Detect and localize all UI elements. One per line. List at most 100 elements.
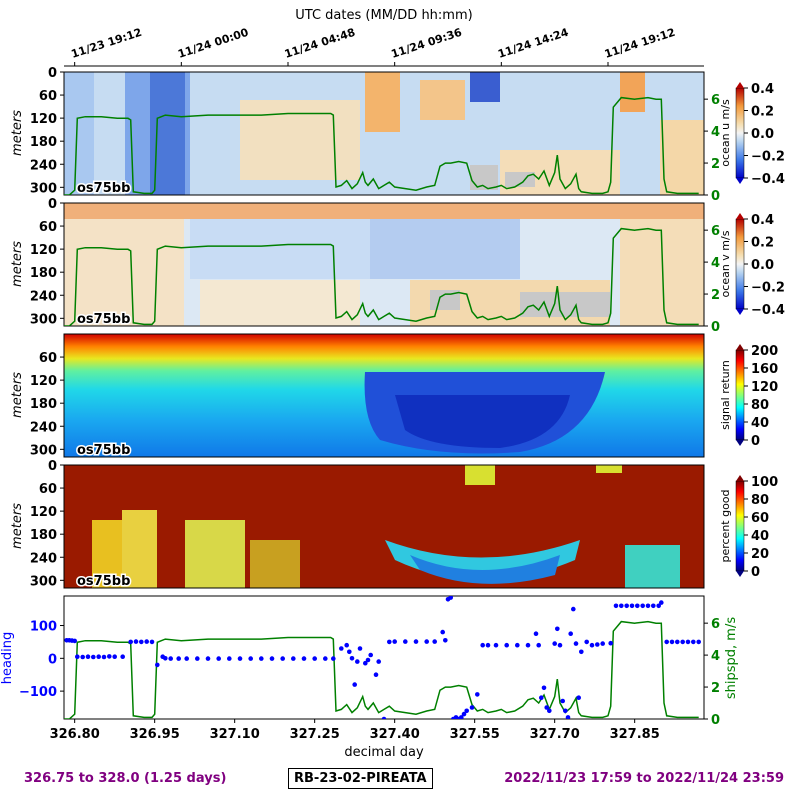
day-tick-label: 327.85	[610, 727, 660, 742]
ylabel-signal-return: meters	[10, 372, 25, 418]
colorbar-label-percent-good: percent good	[719, 489, 732, 562]
heading-point	[475, 692, 480, 697]
colorbar-tick-label: 100	[751, 475, 778, 490]
day-tick-label: 326.80	[50, 727, 100, 742]
heading-point	[144, 639, 149, 644]
heading-point	[373, 672, 379, 677]
depth-tick-label: 120	[30, 112, 57, 127]
depth-tick-label: 240	[30, 158, 57, 173]
top-tick-label: 11/23 19:12	[70, 26, 144, 61]
colorbar-ocean-v-max-arrow	[736, 213, 744, 219]
instrument-label-ocean-u: os75bb	[77, 181, 130, 196]
depth-tick-label: 120	[30, 505, 57, 520]
colorbar-ticks-percent-good: 100 80 60 40 20 0	[744, 475, 778, 580]
depth-tick-label: 180	[30, 266, 57, 281]
depth-tick-label: 0	[48, 66, 57, 81]
heading-point	[259, 656, 264, 661]
colorbar-tick-label: 20	[751, 547, 769, 562]
ylabel-ocean-v: meters	[10, 241, 25, 287]
heading-point	[363, 660, 368, 666]
colorbar-tick-label: 0.2	[751, 105, 774, 120]
top-date-axis: UTC dates (MM/DD hh:mm) 11/23 19:12 11/24…	[64, 8, 704, 67]
heading-tick-label: 0	[48, 652, 57, 667]
heading-points	[64, 596, 701, 719]
speed-tick-label: 4	[711, 125, 720, 140]
panel-signal-return: meters 60 120 180 240 300 os75bb 200 160 120 80…	[10, 333, 778, 460]
heading-point	[85, 654, 91, 659]
heading-point	[107, 654, 112, 659]
heading-point	[568, 631, 573, 636]
panel-heading-frame	[63, 595, 705, 720]
heading-point	[552, 641, 557, 646]
heading-point	[576, 695, 581, 700]
heading-point	[291, 656, 296, 661]
top-tick-label: 11/24 04:48	[283, 26, 357, 61]
heading-point	[539, 695, 544, 700]
colorbar-tick-label: 0.0	[751, 258, 774, 273]
heading-point	[112, 654, 117, 659]
depth-tick-label: 120	[30, 374, 57, 389]
depth-tick-label: 60	[39, 89, 57, 104]
colorbar-percent-good	[735, 480, 745, 572]
heading-point	[357, 646, 363, 651]
heading-point	[80, 654, 85, 660]
heading-point	[195, 656, 200, 661]
heading-point	[651, 603, 656, 609]
top-tick-label: 11/24 00:00	[176, 26, 250, 61]
heading-point	[349, 656, 355, 661]
heading-point	[560, 698, 565, 704]
y-ticks-signal-return: 60 120 180 240 300	[30, 351, 64, 458]
colorbar-tick-label: −0.2	[751, 150, 785, 165]
heading-point	[571, 606, 576, 612]
heading-point	[413, 639, 419, 644]
depth-tick-label: 300	[30, 312, 57, 327]
heading-point	[355, 659, 360, 664]
colorbar-tick-label: 0.0	[751, 127, 774, 142]
heading-point	[635, 603, 640, 609]
heading-point	[269, 656, 275, 661]
y-ticks-heading: 100 0 −100	[19, 620, 64, 700]
heading-point	[515, 642, 520, 648]
heading-point	[91, 654, 96, 660]
heading-point	[387, 639, 392, 645]
speed-tick-label: 0	[711, 189, 720, 204]
heading-point	[101, 654, 107, 660]
heading-point	[536, 642, 541, 648]
colorbar-ticks-signal-return: 200 160 120 80 40 0	[744, 344, 778, 449]
day-tick-label: 327.55	[450, 727, 500, 742]
panel-heading-speed: heading 100 0 −100 0 2 4 6 shipspd, m/s 326.8…	[0, 595, 739, 760]
depth-tick-label: 240	[30, 289, 57, 304]
heading-point	[339, 646, 344, 651]
colorbar-percent-good-min-arrow	[736, 571, 744, 577]
shipspd-line	[64, 620, 699, 719]
heading-point	[72, 638, 77, 644]
colorbar-tick-label: 0	[751, 565, 760, 580]
instrument-label-percent-good: os75bb	[77, 574, 130, 589]
colorbar-ticks-ocean-v: 0.4 0.2 0.0 −0.2 −0.4	[744, 213, 785, 318]
heading-point	[480, 642, 486, 648]
heading-point	[392, 639, 398, 644]
colorbar-label-ocean-u: ocean u m/s	[719, 99, 732, 167]
heading-point	[352, 682, 358, 687]
heading-point	[541, 685, 547, 691]
speed-tick-label: 6	[711, 93, 720, 108]
top-axis-ticks: 11/23 19:12 11/24 00:00 11/24 04:48 11/24 0…	[70, 26, 677, 66]
colorbar-label-signal-return: signal return	[719, 360, 732, 430]
panel-ocean-v-frame	[63, 202, 705, 327]
heading-point	[301, 656, 307, 661]
top-tick-label: 11/24 14:24	[496, 26, 570, 61]
heading-point	[459, 715, 464, 719]
heading-point	[248, 656, 253, 661]
colorbar-tick-label: −0.4	[751, 172, 785, 187]
heading-point	[589, 642, 595, 648]
heading-point	[547, 708, 552, 714]
heading-point	[176, 656, 181, 661]
heading-point	[365, 657, 371, 663]
heading-point	[685, 639, 691, 645]
heading-point	[579, 649, 584, 655]
heatmap-percent-good	[64, 465, 704, 588]
instrument-label-ocean-v: os75bb	[77, 312, 130, 327]
colorbar-ocean-u-min-arrow	[736, 178, 744, 184]
xlabel-decimal-day: decimal day	[344, 745, 424, 760]
